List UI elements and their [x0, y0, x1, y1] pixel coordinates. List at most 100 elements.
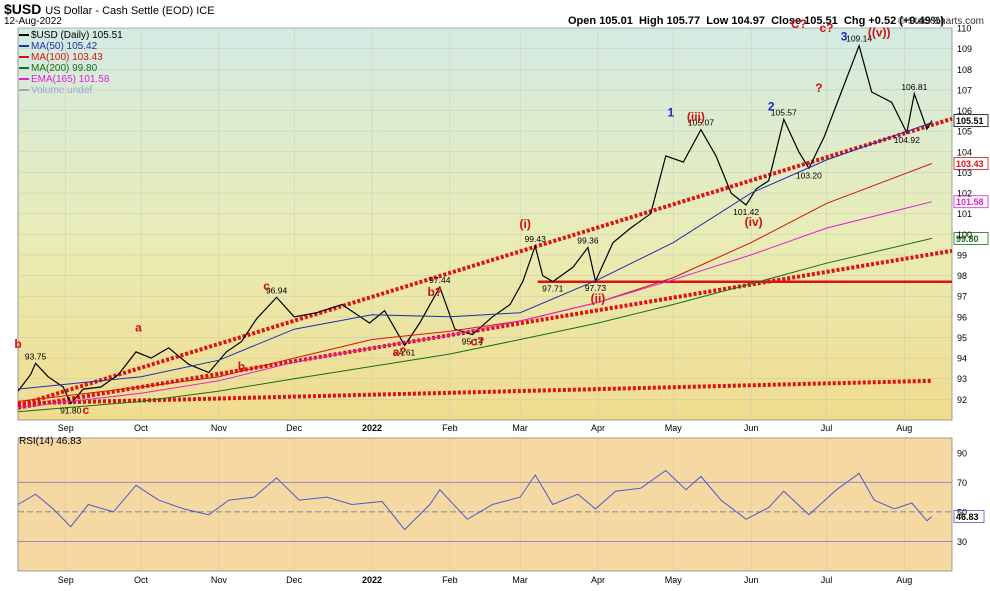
- chart-title: $USD US Dollar - Cash Settle (EOD) ICE: [4, 1, 215, 17]
- rsi-tick-label: 70: [957, 478, 967, 488]
- x-tick-label: May: [665, 575, 683, 585]
- rsi-series: [17, 469, 933, 531]
- trendline: [17, 248, 953, 410]
- rsi-line: [17, 469, 933, 531]
- wave-label: 3: [841, 29, 848, 43]
- last-value-tag: [953, 157, 989, 170]
- legend-label: MA(200) 99.80: [31, 63, 98, 74]
- legend-entry: $USD (Daily) 105.51: [19, 30, 123, 41]
- rsi-last-value-text: 46.83: [956, 512, 979, 522]
- x-tick-label: Oct: [134, 423, 149, 433]
- legend-label: MA(50) 105.42: [31, 41, 98, 52]
- price-tick-label: 108: [957, 65, 972, 75]
- last-value-tag-text: 99.80: [956, 234, 979, 244]
- symbol: $USD: [4, 1, 42, 17]
- wave-label: a: [135, 320, 142, 334]
- price-label: 97.71: [542, 284, 564, 294]
- wave-label: a?: [393, 345, 407, 359]
- copyright: © StockCharts.com: [897, 16, 984, 27]
- chart-date: 12-Aug-2022: [4, 16, 62, 27]
- last-value-tag-text: 105.51: [956, 116, 984, 126]
- price-label: 99.43: [525, 234, 547, 244]
- low-value: 104.97: [731, 15, 765, 27]
- legend-entry: MA(100) 103.43: [19, 52, 123, 63]
- x-tick-label: Jul: [821, 575, 833, 585]
- price-label: 97.44: [429, 275, 451, 285]
- legend-label: EMA(165) 101.58: [31, 74, 110, 85]
- trendline: [17, 378, 932, 406]
- legend-entry: Volume undef: [19, 85, 123, 96]
- price-tick-label: 107: [957, 85, 972, 95]
- price-tick-label: 92: [957, 395, 967, 405]
- price-label: 106.81: [901, 82, 927, 92]
- rsi-tick-label: 50: [957, 507, 967, 517]
- x-tick-label: Aug: [896, 575, 912, 585]
- series-line-ema-165-: [17, 201, 933, 409]
- rsi-legend: RSI(14) 46.83: [19, 436, 81, 447]
- price-panel-background: [17, 27, 953, 421]
- price-tick-label: 96: [957, 312, 967, 322]
- annotations: 93.75 91.80 96.94 94.61 97.44 95.14 99.43 97.71…: [14, 17, 989, 523]
- wave-label: 2: [768, 100, 775, 114]
- wave-label: 1: [667, 106, 674, 120]
- price-label: 103.20: [796, 170, 822, 180]
- wave-label: (iii): [687, 110, 705, 124]
- price-label: 91.80: [60, 405, 82, 415]
- price-tick-label: 100: [957, 230, 972, 240]
- x-tick-label: Apr: [591, 423, 605, 433]
- x-tick-label: Dec: [286, 423, 303, 433]
- x-tick-label: Mar: [512, 423, 528, 433]
- legend-label: $USD (Daily) 105.51: [31, 30, 123, 41]
- x-tick-label: Jul: [821, 423, 833, 433]
- x-tick-label: Apr: [591, 575, 605, 585]
- price-tick-label: 94: [957, 354, 967, 364]
- x-tick-label: Sep: [58, 575, 74, 585]
- price-series: [17, 43, 933, 413]
- series-line-ma-50-: [17, 122, 933, 390]
- wave-label: b?: [427, 285, 442, 299]
- price-tick-label: 102: [957, 189, 972, 199]
- rsi-title: RSI(14) 46.83: [19, 436, 82, 447]
- price-tick-label: 104: [957, 147, 972, 157]
- price-tick-label: 98: [957, 271, 967, 281]
- legend-label: MA(100) 103.43: [31, 52, 103, 63]
- price-tick-label: 106: [957, 106, 972, 116]
- wave-label: c?: [819, 21, 833, 35]
- wave-label: b: [14, 337, 21, 351]
- wave-label: b: [238, 359, 245, 373]
- legend-entry: MA(200) 99.80: [19, 63, 123, 74]
- price-label: 104.92: [894, 135, 920, 145]
- legend-entry: EMA(165) 101.58: [19, 74, 123, 85]
- rsi-last-value-tag: [953, 510, 985, 523]
- price-label: 94.61: [394, 348, 416, 358]
- wave-label: (iv): [745, 215, 763, 229]
- price-tick-label: 103: [957, 168, 972, 178]
- legend-label: Volume undef: [31, 85, 93, 96]
- price-label: 93.75: [25, 351, 47, 361]
- x-tick-label: Feb: [442, 575, 458, 585]
- rsi-panel-background: [17, 437, 953, 572]
- symbol-description: US Dollar - Cash Settle (EOD) ICE: [45, 5, 215, 17]
- x-tick-label: 2022: [362, 423, 382, 433]
- price-label: 105.07: [688, 118, 714, 128]
- series-line-ma-100-: [17, 163, 933, 402]
- x-tick-label: Aug: [896, 423, 912, 433]
- last-value-tag: [953, 114, 989, 128]
- last-value-tag-text: 103.43: [956, 159, 984, 169]
- wave-label: c?: [470, 335, 484, 349]
- wave-label: ?: [815, 81, 822, 95]
- price-label: 99.36: [577, 236, 599, 246]
- legend-entry: MA(50) 105.42: [19, 41, 123, 52]
- last-value-tag: [953, 195, 989, 209]
- open-value: 105.01: [599, 15, 633, 27]
- wave-label: (ii): [591, 291, 606, 305]
- x-tick-label: Sep: [58, 423, 74, 433]
- price-tick-label: 110: [957, 24, 971, 34]
- last-value-tag-text: 101.58: [956, 197, 984, 207]
- x-tick-label: Nov: [211, 423, 228, 433]
- price-tick-label: 99: [957, 250, 967, 260]
- price-label: 96.94: [266, 285, 288, 295]
- x-tick-label: Jun: [744, 423, 759, 433]
- price-label: 109.14: [846, 34, 872, 44]
